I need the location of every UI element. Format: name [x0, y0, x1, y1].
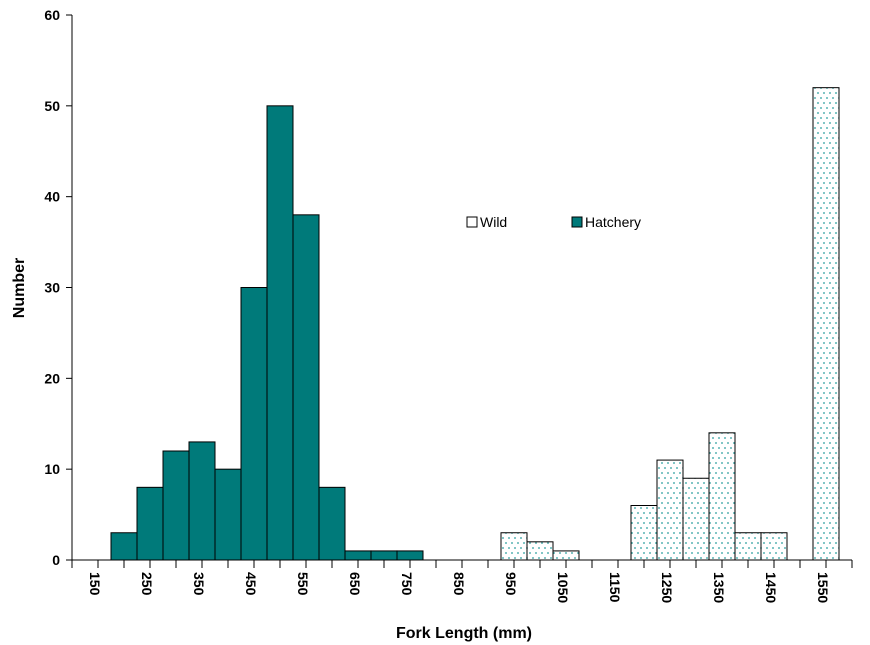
bar-hatchery-750 — [370, 550, 398, 561]
y-tick-label-60: 60 — [44, 7, 60, 23]
bar-hatchery-800 — [396, 550, 424, 561]
y-tick-label-10: 10 — [44, 461, 60, 477]
legend-label-wild: Wild — [480, 214, 507, 230]
x-tick-label-750: 750 — [399, 572, 415, 596]
legend-swatch-hatchery — [571, 216, 583, 228]
x-axis-title: Fork Length (mm) — [396, 625, 532, 642]
bar-hatchery-500 — [240, 287, 268, 561]
bar-wild-1100 — [552, 550, 580, 561]
bar-hatchery-250 — [110, 532, 138, 561]
bar-hatchery-400 — [188, 441, 216, 561]
y-tick-label-30: 30 — [44, 280, 60, 296]
x-tick-label-250: 250 — [139, 572, 155, 596]
x-tick-label-1450: 1450 — [763, 572, 779, 603]
bar-wild-1000 — [500, 532, 528, 561]
bar-hatchery-550 — [266, 105, 294, 561]
bars-group — [110, 87, 840, 561]
bar-wild-1300 — [656, 459, 684, 561]
x-tick-label-1250: 1250 — [659, 572, 675, 603]
axes-group — [66, 14, 853, 568]
bar-hatchery-600 — [292, 214, 320, 561]
tick-labels-group: 0 10 20 30 40 50 60 150 250 350 450 550 650 750 850 950… — [44, 7, 831, 603]
y-tick-label-50: 50 — [44, 98, 60, 114]
x-tick-label-1050: 1050 — [555, 572, 571, 603]
x-tick-label-1350: 1350 — [711, 572, 727, 603]
bar-hatchery-650 — [318, 486, 346, 561]
bar-hatchery-700 — [344, 550, 372, 561]
legend-label-hatchery: Hatchery — [585, 214, 641, 230]
x-tick-label-150: 150 — [87, 572, 103, 596]
bar-hatchery-450 — [214, 468, 242, 561]
bar-wild-1500 — [760, 532, 788, 561]
y-tick-label-20: 20 — [44, 370, 60, 386]
x-tick-label-850: 850 — [451, 572, 467, 596]
bar-wild-1450 — [734, 532, 762, 561]
x-tick-label-550: 550 — [295, 572, 311, 596]
x-tick-label-950: 950 — [503, 572, 519, 596]
y-tick-label-40: 40 — [44, 189, 60, 205]
x-tick-label-450: 450 — [243, 572, 259, 596]
legend-swatch-wild — [466, 216, 478, 228]
x-tick-label-1550: 1550 — [815, 572, 831, 603]
bar-wild-1350 — [682, 477, 710, 561]
legend: Wild Hatchery — [466, 214, 641, 230]
x-tick-label-650: 650 — [347, 572, 363, 596]
bar-hatchery-350 — [162, 450, 190, 561]
bar-wild-1600 — [812, 87, 840, 561]
y-axis-title: Number — [11, 258, 28, 318]
x-tick-label-350: 350 — [191, 572, 207, 596]
bar-hatchery-300 — [136, 486, 164, 561]
bar-wild-1250 — [630, 505, 658, 561]
y-tick-label-0: 0 — [52, 552, 60, 568]
bar-wild-1400 — [708, 432, 736, 561]
bar-wild-1050 — [526, 541, 554, 561]
x-tick-label-1150: 1150 — [607, 572, 623, 603]
